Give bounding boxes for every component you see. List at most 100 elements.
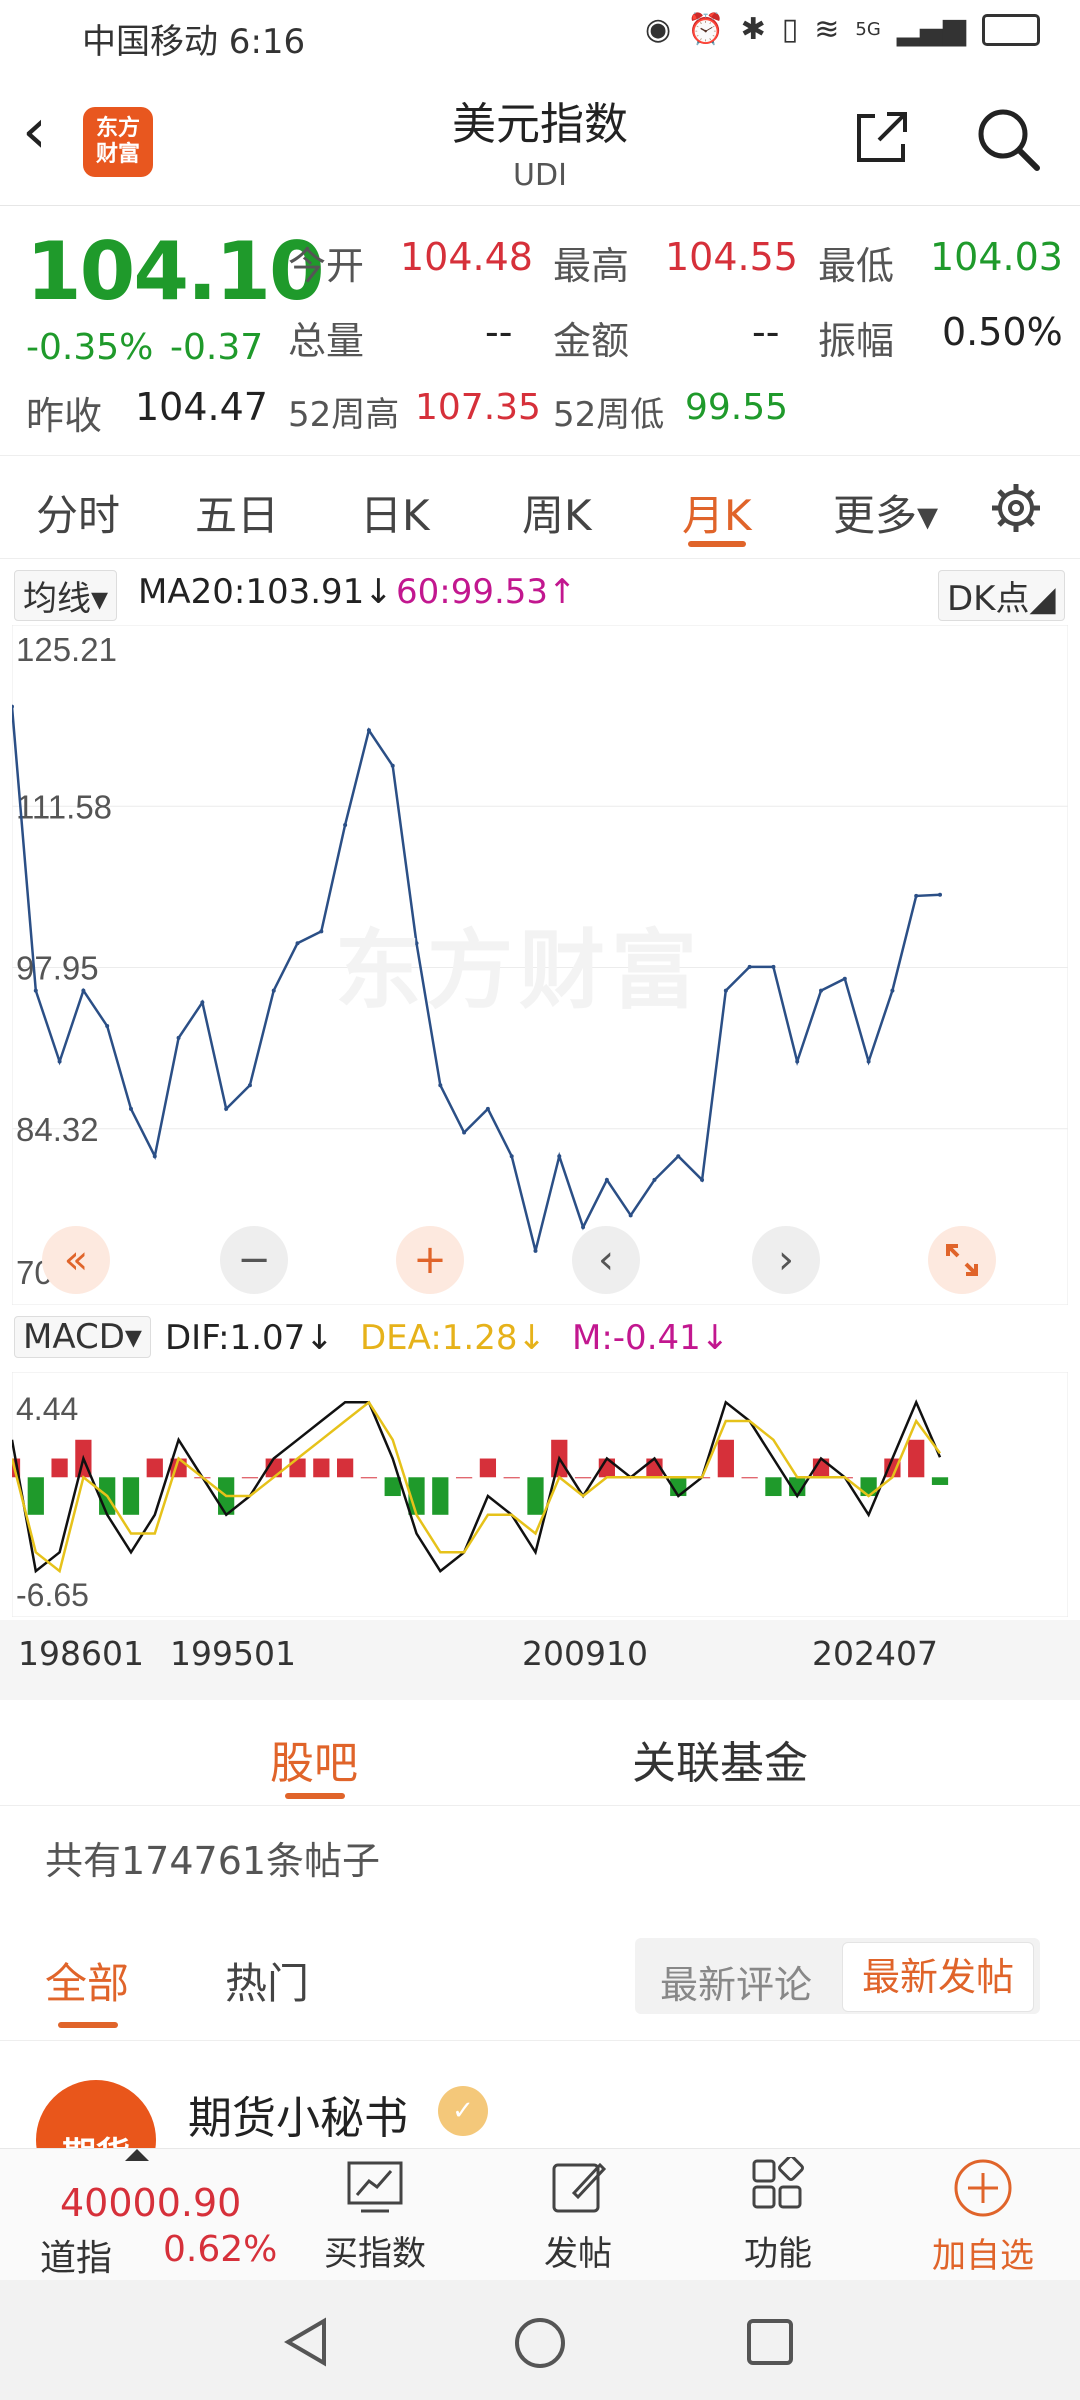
ticker-value[interactable]: 40000.90 — [60, 2181, 242, 2225]
ma60-value: 60:99.53↑ — [396, 572, 577, 612]
price-point — [533, 1248, 538, 1253]
ticker-name: 道指 — [40, 2238, 113, 2279]
tab-more[interactable]: 更多▾ — [833, 491, 939, 540]
nav-home-icon[interactable] — [512, 2315, 568, 2371]
active-tab-indicator — [688, 541, 746, 547]
m-value: M:-0.41↓ — [572, 1318, 730, 1358]
sort-toggle: 最新评论 最新发帖 — [635, 1938, 1040, 2014]
price-point — [819, 988, 824, 993]
price-point — [105, 1024, 110, 1029]
w52-low-value: 99.55 — [685, 387, 789, 428]
x-tick-label: 202407 — [812, 1634, 938, 1673]
tab-daily-k[interactable]: 日K — [360, 491, 430, 540]
filter-all[interactable]: 全部 — [45, 1959, 130, 2008]
edit-icon — [552, 2162, 607, 2213]
nav-recents-icon[interactable] — [745, 2317, 795, 2367]
buy-index-button[interactable]: 买指数 — [315, 2157, 435, 2275]
quote-panel: 104.10 -0.35% -0.37 今开 104.48 最高 104.55 … — [0, 205, 1080, 456]
gear-icon[interactable] — [990, 482, 1042, 534]
amount-label: 金额 — [553, 319, 630, 363]
scroll-right-button[interactable]: › — [752, 1226, 820, 1294]
post-author[interactable]: 期货小秘书 — [188, 2093, 408, 2144]
price-point — [247, 1083, 252, 1088]
price-point — [366, 728, 371, 733]
zoom-out-button[interactable]: − — [220, 1226, 288, 1294]
macd-select[interactable]: MACD▾ — [14, 1316, 151, 1358]
filter-hot[interactable]: 热门 — [225, 1959, 310, 2008]
y-tick-label: 111.58 — [16, 788, 112, 825]
price-point — [581, 1225, 586, 1230]
macd-bar — [717, 1439, 734, 1478]
section-tabs: 股吧 关联基金 — [0, 1705, 1080, 1806]
w52-high-label: 52周高 — [288, 395, 400, 435]
price-point — [81, 988, 86, 993]
back-icon[interactable]: ‹ — [22, 94, 47, 167]
macd-bar — [479, 1458, 497, 1478]
search-icon[interactable] — [975, 106, 1041, 172]
scroll-left-button[interactable]: ‹ — [572, 1226, 640, 1294]
verified-badge-icon: ✓ — [438, 2086, 488, 2136]
avatar[interactable]: 期货 — [36, 2080, 156, 2150]
dea-line — [10, 1400, 942, 1574]
price-point — [890, 988, 895, 993]
macd-bar — [455, 1477, 473, 1479]
price-point — [604, 1177, 609, 1182]
tab-guba[interactable]: 股吧 — [270, 1738, 358, 1789]
x-axis: 198601 199501 200910 202407 — [0, 1620, 1080, 1700]
ma-select[interactable]: 均线▾ — [14, 570, 118, 621]
y-tick-label: 84.32 — [16, 1111, 99, 1148]
macd-bar — [289, 1458, 306, 1478]
vibrate-icon: ▯ — [781, 12, 799, 47]
post-button[interactable]: 发帖 — [518, 2157, 638, 2275]
macd-bar — [884, 1458, 901, 1478]
plus-circle-icon — [954, 2159, 1012, 2217]
amplitude-value: 0.50% — [942, 310, 1063, 354]
watermark: 东方财富 — [335, 921, 703, 1021]
chart-trend-icon — [347, 2161, 403, 2213]
tab-five-day[interactable]: 五日 — [195, 491, 280, 540]
volume-label: 总量 — [288, 319, 365, 363]
dk-point-button[interactable]: DK点◢ — [938, 570, 1065, 621]
macd-chart[interactable]: 4.44 -6.65 — [3, 1371, 1069, 1618]
tab-related-funds[interactable]: 关联基金 — [632, 1738, 808, 1789]
volume-value: -- — [485, 310, 513, 354]
expand-ticker-icon[interactable] — [125, 2149, 149, 2161]
post-item[interactable]: 期货 期货小秘书 ✓ — [0, 2040, 1080, 2150]
macd-bar — [765, 1477, 782, 1497]
network-label: 5G — [855, 19, 881, 40]
sort-latest-comment[interactable]: 最新评论 — [660, 1963, 813, 2007]
active-tab-indicator — [285, 1793, 345, 1799]
expand-icon[interactable] — [928, 1226, 996, 1294]
period-tabs: 分时 五日 日K 周K 月K 更多▾ — [0, 458, 1080, 559]
nav-back-icon[interactable] — [280, 2315, 334, 2369]
w52-high-value: 107.35 — [415, 387, 541, 428]
sort-latest-post[interactable]: 最新发帖 — [842, 1942, 1034, 2012]
dif-value: DIF:1.07↓ — [165, 1318, 334, 1358]
dif-line — [10, 1399, 942, 1574]
share-icon[interactable] — [853, 108, 911, 166]
zoom-in-button[interactable]: + — [396, 1226, 464, 1294]
macd-bar — [741, 1477, 758, 1479]
add-watchlist-button[interactable]: 加自选 — [918, 2157, 1048, 2277]
bluetooth-icon: ✱ — [740, 12, 766, 47]
price-point — [771, 964, 776, 969]
price-point — [866, 1059, 871, 1064]
macd-bar — [51, 1458, 68, 1478]
tab-monthly-k[interactable]: 月K — [682, 491, 752, 540]
tab-weekly-k[interactable]: 周K — [522, 491, 592, 540]
status-bar: 中国移动 6:16 ◉ ⏰ ✱ ▯ ≋ 5G ▂▄▆ — [0, 0, 1080, 70]
price-point — [700, 1177, 705, 1182]
macd-bar — [146, 1458, 163, 1478]
functions-button[interactable]: 功能 — [718, 2155, 838, 2275]
wifi-icon: ≋ — [814, 12, 840, 47]
macd-bar — [908, 1439, 925, 1478]
ticker-change: 0.62% — [163, 2229, 278, 2270]
price-point — [295, 941, 300, 946]
macd-bar — [241, 1477, 259, 1479]
tab-intraday[interactable]: 分时 — [36, 491, 121, 540]
jump-start-button[interactable]: « — [42, 1226, 110, 1294]
x-tick-label: 200910 — [522, 1634, 648, 1673]
price-point — [914, 893, 919, 898]
